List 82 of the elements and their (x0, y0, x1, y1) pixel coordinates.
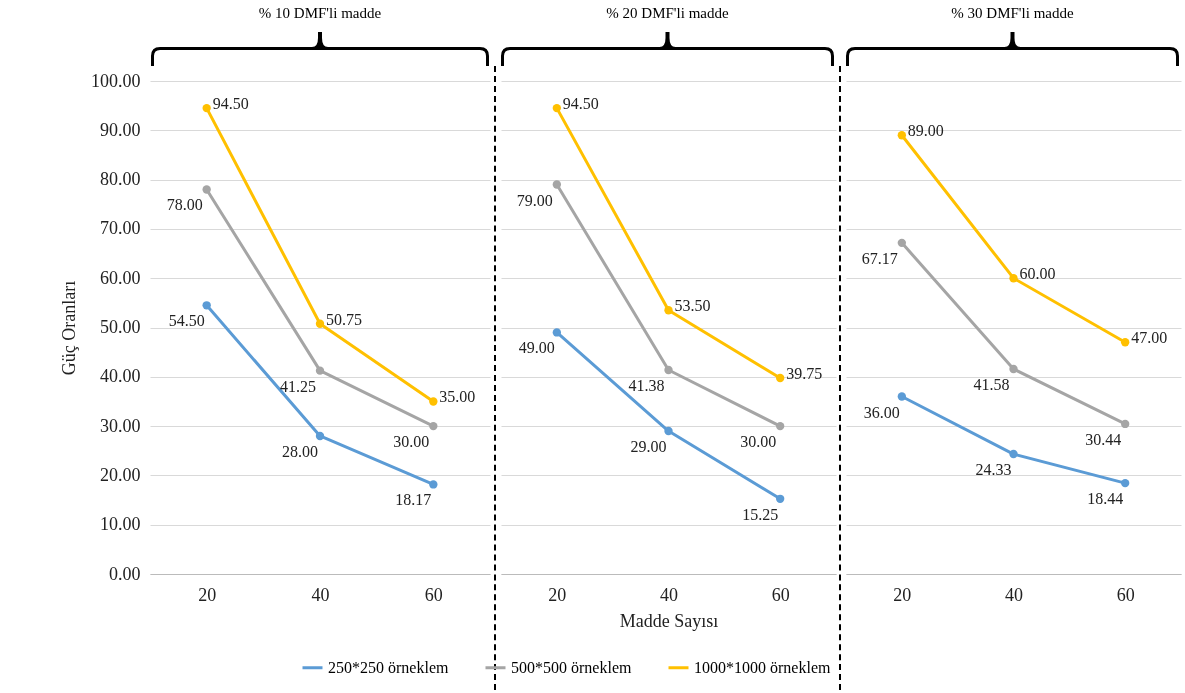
chart-title: % 20 DMF'li madde (605, 4, 730, 23)
point (429, 397, 438, 406)
data-label: 36.00 (863, 403, 900, 421)
y-tick-label: 40.00 (100, 366, 141, 387)
y-tick-label: 100.00 (91, 70, 141, 91)
x-axis-title: Madde Sayısı (619, 610, 719, 631)
y-tick-label: 10.00 (100, 514, 141, 535)
data-label: 18.44 (1087, 490, 1124, 508)
data-label: 49.00 (518, 339, 555, 357)
data-label: 39.75 (786, 365, 823, 383)
y-tick-label: 60.00 (100, 267, 141, 288)
point (664, 426, 673, 436)
point (1009, 274, 1018, 283)
point (315, 366, 325, 375)
data-label: 54.50 (168, 312, 205, 330)
data-label: 41.38 (628, 377, 665, 394)
data-label: 94.50 (562, 95, 599, 113)
y-tick-label: 80.00 (100, 169, 141, 190)
point (1009, 449, 1018, 459)
point (202, 301, 211, 310)
data-label: 78.00 (166, 196, 203, 214)
y-tick-label: 30.00 (100, 415, 141, 436)
data-label: 28.00 (282, 442, 318, 460)
point (775, 421, 785, 431)
y-tick-label: 20.00 (100, 464, 141, 485)
data-label: 89.00 (907, 122, 944, 140)
legend-label: 250*250 örneklem (328, 658, 449, 676)
data-label: 50.75 (326, 310, 362, 328)
point (897, 238, 907, 248)
x-tick-label: 20 (893, 584, 912, 605)
point (775, 373, 785, 383)
data-label: 30.44 (1085, 430, 1122, 448)
legend-label: 1000*1000 örneklem (694, 658, 831, 676)
point (664, 306, 673, 315)
point (1120, 338, 1130, 347)
y-tick-label: 50.00 (100, 317, 141, 337)
chart-title: % 10 DMF'li madde (257, 4, 383, 23)
point (315, 431, 325, 441)
point (775, 494, 785, 503)
y-tick-label: 70.00 (100, 218, 141, 239)
point (202, 103, 211, 113)
x-tick-label: 40 (311, 584, 330, 605)
x-tick-label: 60 (771, 584, 790, 605)
point (315, 319, 325, 328)
data-label: 60.00 (1019, 265, 1056, 283)
point (897, 392, 907, 401)
x-tick-label: 60 (424, 584, 443, 605)
data-label: 30.00 (740, 433, 777, 451)
point (1009, 364, 1018, 374)
data-label: 53.50 (674, 297, 711, 315)
x-tick-label: 20 (198, 584, 217, 605)
point (1120, 478, 1130, 488)
x-tick-label: 40 (660, 584, 678, 605)
point (1120, 419, 1130, 429)
data-label: 67.17 (861, 249, 898, 267)
point (429, 480, 438, 489)
x-tick-label: 60 (1116, 584, 1135, 605)
point (552, 180, 562, 189)
point (552, 328, 562, 337)
data-label: 41.58 (973, 376, 1010, 394)
data-label: 18.17 (395, 491, 432, 509)
y-axis-title: Güç Oranları (59, 280, 79, 376)
x-tick-label: 20 (548, 584, 567, 605)
point (202, 185, 211, 194)
point (897, 131, 907, 140)
data-label: 47.00 (1131, 329, 1168, 347)
x-tick-label: 40 (1005, 584, 1023, 605)
data-label: 79.00 (516, 191, 553, 209)
y-tick-label: 90.00 (100, 119, 141, 140)
y-tick-label: 0.00 (109, 563, 141, 584)
data-label: 94.50 (212, 95, 249, 113)
data-label: 41.25 (280, 377, 316, 395)
data-label: 30.00 (393, 433, 430, 451)
point (429, 421, 438, 431)
point (664, 365, 673, 375)
chart-title: % 30 DMF'li madde (950, 4, 1075, 23)
data-label: 29.00 (630, 438, 667, 456)
data-label: 24.33 (975, 461, 1012, 479)
point (552, 103, 562, 113)
legend-label: 500*500 örneklem (511, 658, 632, 676)
data-label: 15.25 (742, 505, 779, 523)
data-label: 35.00 (439, 388, 476, 406)
